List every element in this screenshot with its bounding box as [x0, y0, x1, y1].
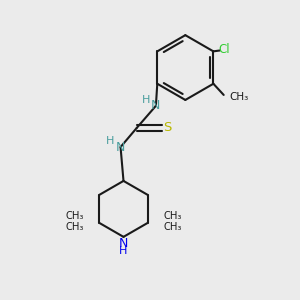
Text: N: N	[116, 141, 125, 154]
Text: H: H	[119, 246, 128, 256]
Text: CH₃: CH₃	[66, 212, 84, 221]
Text: H: H	[106, 136, 114, 146]
Text: CH₃: CH₃	[163, 212, 182, 221]
Text: CH₃: CH₃	[229, 92, 248, 102]
Text: CH₃: CH₃	[66, 222, 84, 232]
Text: H: H	[141, 95, 150, 105]
Text: N: N	[151, 99, 160, 112]
Text: N: N	[119, 237, 128, 250]
Text: Cl: Cl	[219, 44, 230, 56]
Text: S: S	[163, 122, 171, 134]
Text: CH₃: CH₃	[163, 222, 182, 232]
